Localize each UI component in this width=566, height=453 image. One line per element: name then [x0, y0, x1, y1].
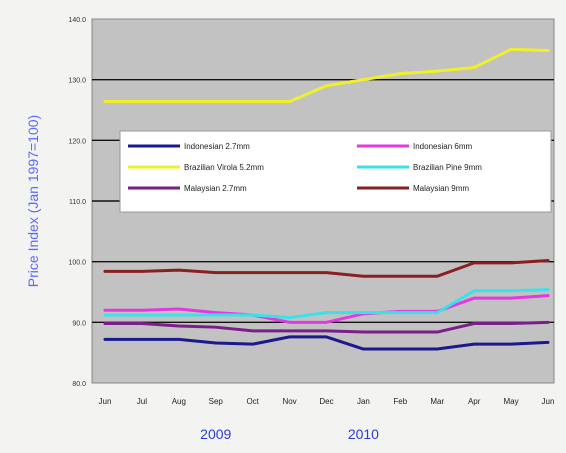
series-lines: [103, 47, 550, 351]
legend-label: Brazilian Virola 5.2mm: [184, 163, 264, 172]
x-tick-label: Feb: [393, 397, 407, 406]
x-tick-label: Aug: [172, 397, 186, 406]
x-tick-label: Oct: [246, 397, 259, 406]
x-tick-label: Sep: [209, 397, 224, 406]
y-axis-label: Price Index (Jan 1997=100): [25, 115, 41, 287]
year-label: 2009: [200, 426, 231, 442]
legend-label: Indonesian 6mm: [413, 142, 472, 151]
series-line-3: [103, 47, 550, 104]
legend-label: Indonesian 2.7mm: [184, 142, 250, 151]
series-line-6: [103, 258, 550, 278]
y-axis-ticks: 80.0 90.0 100.0 110.0 120.0 130.0 140.0: [68, 17, 86, 388]
x-tick-label: Jan: [357, 397, 370, 406]
x-tick-label: May: [504, 397, 519, 406]
x-tick-label: Mar: [430, 397, 444, 406]
x-tick-label: Dec: [319, 397, 333, 406]
legend: Indonesian 2.7mm Indonesian 6mm Brazilian …: [119, 130, 552, 213]
y-tick-label: 120.0: [68, 138, 86, 145]
x-tick-label: Jun: [99, 397, 112, 406]
y-tick-label: 130.0: [68, 78, 86, 85]
y-tick-label: 80.0: [72, 381, 86, 388]
legend-label: Malaysian 9mm: [413, 184, 469, 193]
series-line-2: [103, 294, 550, 324]
series-line-5: [103, 320, 550, 334]
series-line-4: [103, 288, 550, 319]
year-labels: 2009 2010: [200, 426, 379, 442]
legend-box: [119, 130, 552, 213]
y-tick-label: 90.0: [72, 320, 86, 327]
x-axis-ticks: Jun Jul Aug Sep Oct Nov Dec Jan Feb Mar Apr May Jun: [99, 397, 555, 406]
x-tick-label: Jun: [542, 397, 555, 406]
legend-label: Malaysian 2.7mm: [184, 184, 247, 193]
year-label: 2010: [348, 426, 379, 442]
x-tick-label: Apr: [468, 397, 481, 406]
x-tick-label: Jul: [137, 397, 147, 406]
y-tick-label: 140.0: [68, 17, 86, 24]
legend-label: Brazilian Pine 9mm: [413, 163, 482, 172]
y-tick-label: 100.0: [68, 260, 86, 267]
series-line-1: [103, 335, 550, 351]
x-tick-label: Nov: [282, 397, 296, 406]
y-tick-label: 110.0: [69, 199, 86, 206]
